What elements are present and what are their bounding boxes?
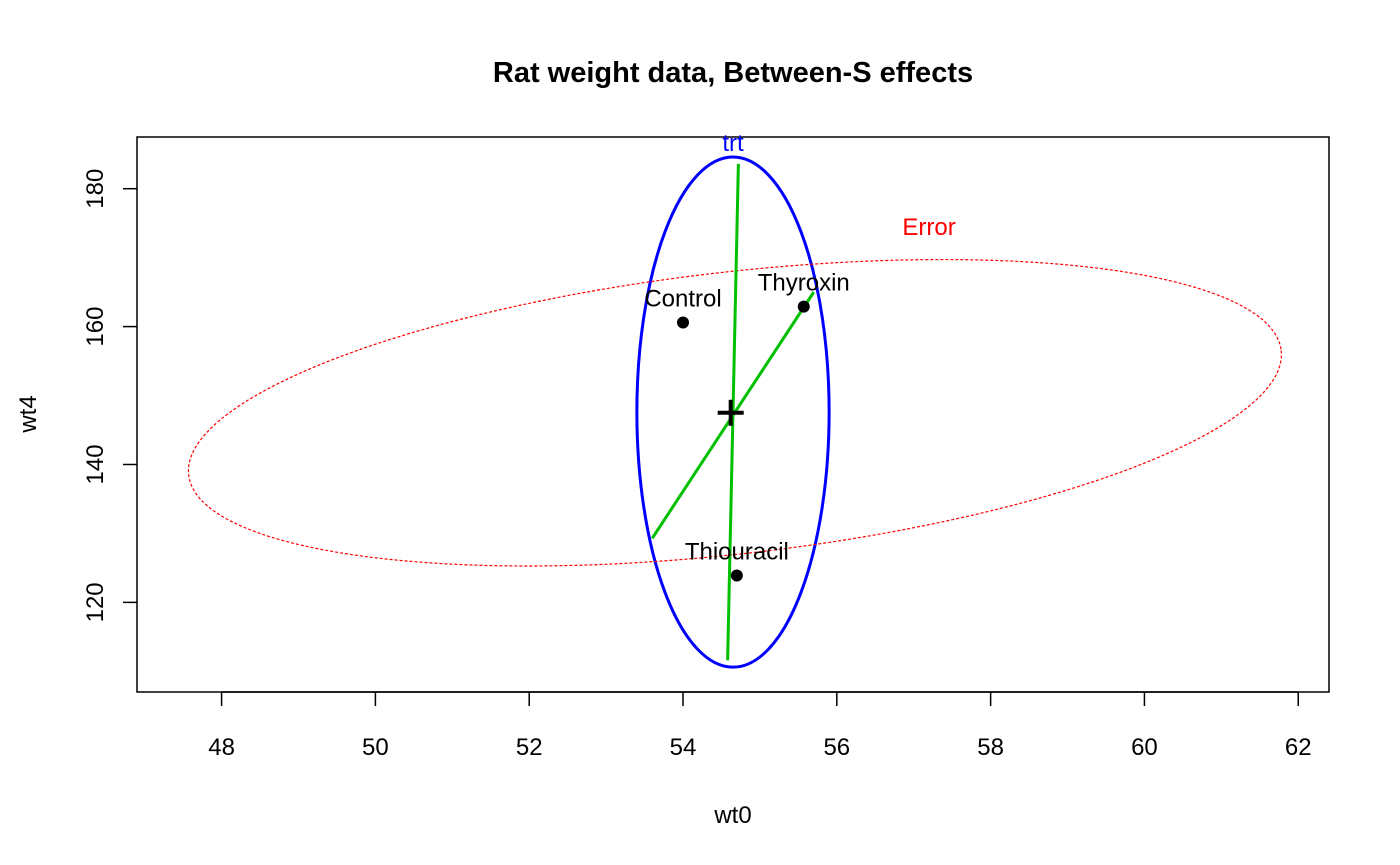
error-ellipse-label: Error: [902, 214, 955, 241]
y-tick-label: 140: [82, 444, 109, 484]
point-thiouracil: [730, 569, 743, 582]
point-control: [677, 316, 690, 329]
x-tick-label: 58: [977, 734, 1004, 761]
ellipses-layer: trt Error: [187, 130, 1283, 669]
trt-ellipse: [635, 155, 831, 669]
point-label-control: Control: [644, 285, 721, 312]
error-ellipse: [187, 258, 1283, 567]
point-label-thyroxin: Thyroxin: [758, 270, 850, 297]
points-layer: Control Thyroxin Thiouracil: [644, 270, 850, 582]
x-tick-label: 56: [823, 734, 850, 761]
y-tick-label: 160: [82, 307, 109, 347]
ellipse-axis-line-2: [650, 291, 816, 540]
y-tick-label: 180: [82, 169, 109, 209]
y-tick-label: 120: [82, 582, 109, 622]
x-axis-label: wt0: [713, 802, 751, 829]
point-thyroxin: [797, 300, 810, 313]
x-tick-label: 50: [362, 734, 389, 761]
x-tick-label: 48: [208, 734, 235, 761]
center-marker-layer: [717, 399, 744, 426]
chart-title: Rat weight data, Between-S effects: [493, 57, 973, 89]
y-axis: 120 140 160 180: [82, 169, 137, 622]
x-tick-label: 52: [516, 734, 543, 761]
y-axis-label: wt4: [15, 395, 42, 433]
x-tick-label: 54: [670, 734, 697, 761]
x-axis: 48 50 52 54 56 58 60 62: [208, 691, 1312, 761]
x-tick-label: 62: [1285, 734, 1312, 761]
x-tick-label: 60: [1131, 734, 1158, 761]
point-label-thiouracil: Thiouracil: [685, 538, 789, 565]
trt-ellipse-label: trt: [722, 130, 744, 157]
